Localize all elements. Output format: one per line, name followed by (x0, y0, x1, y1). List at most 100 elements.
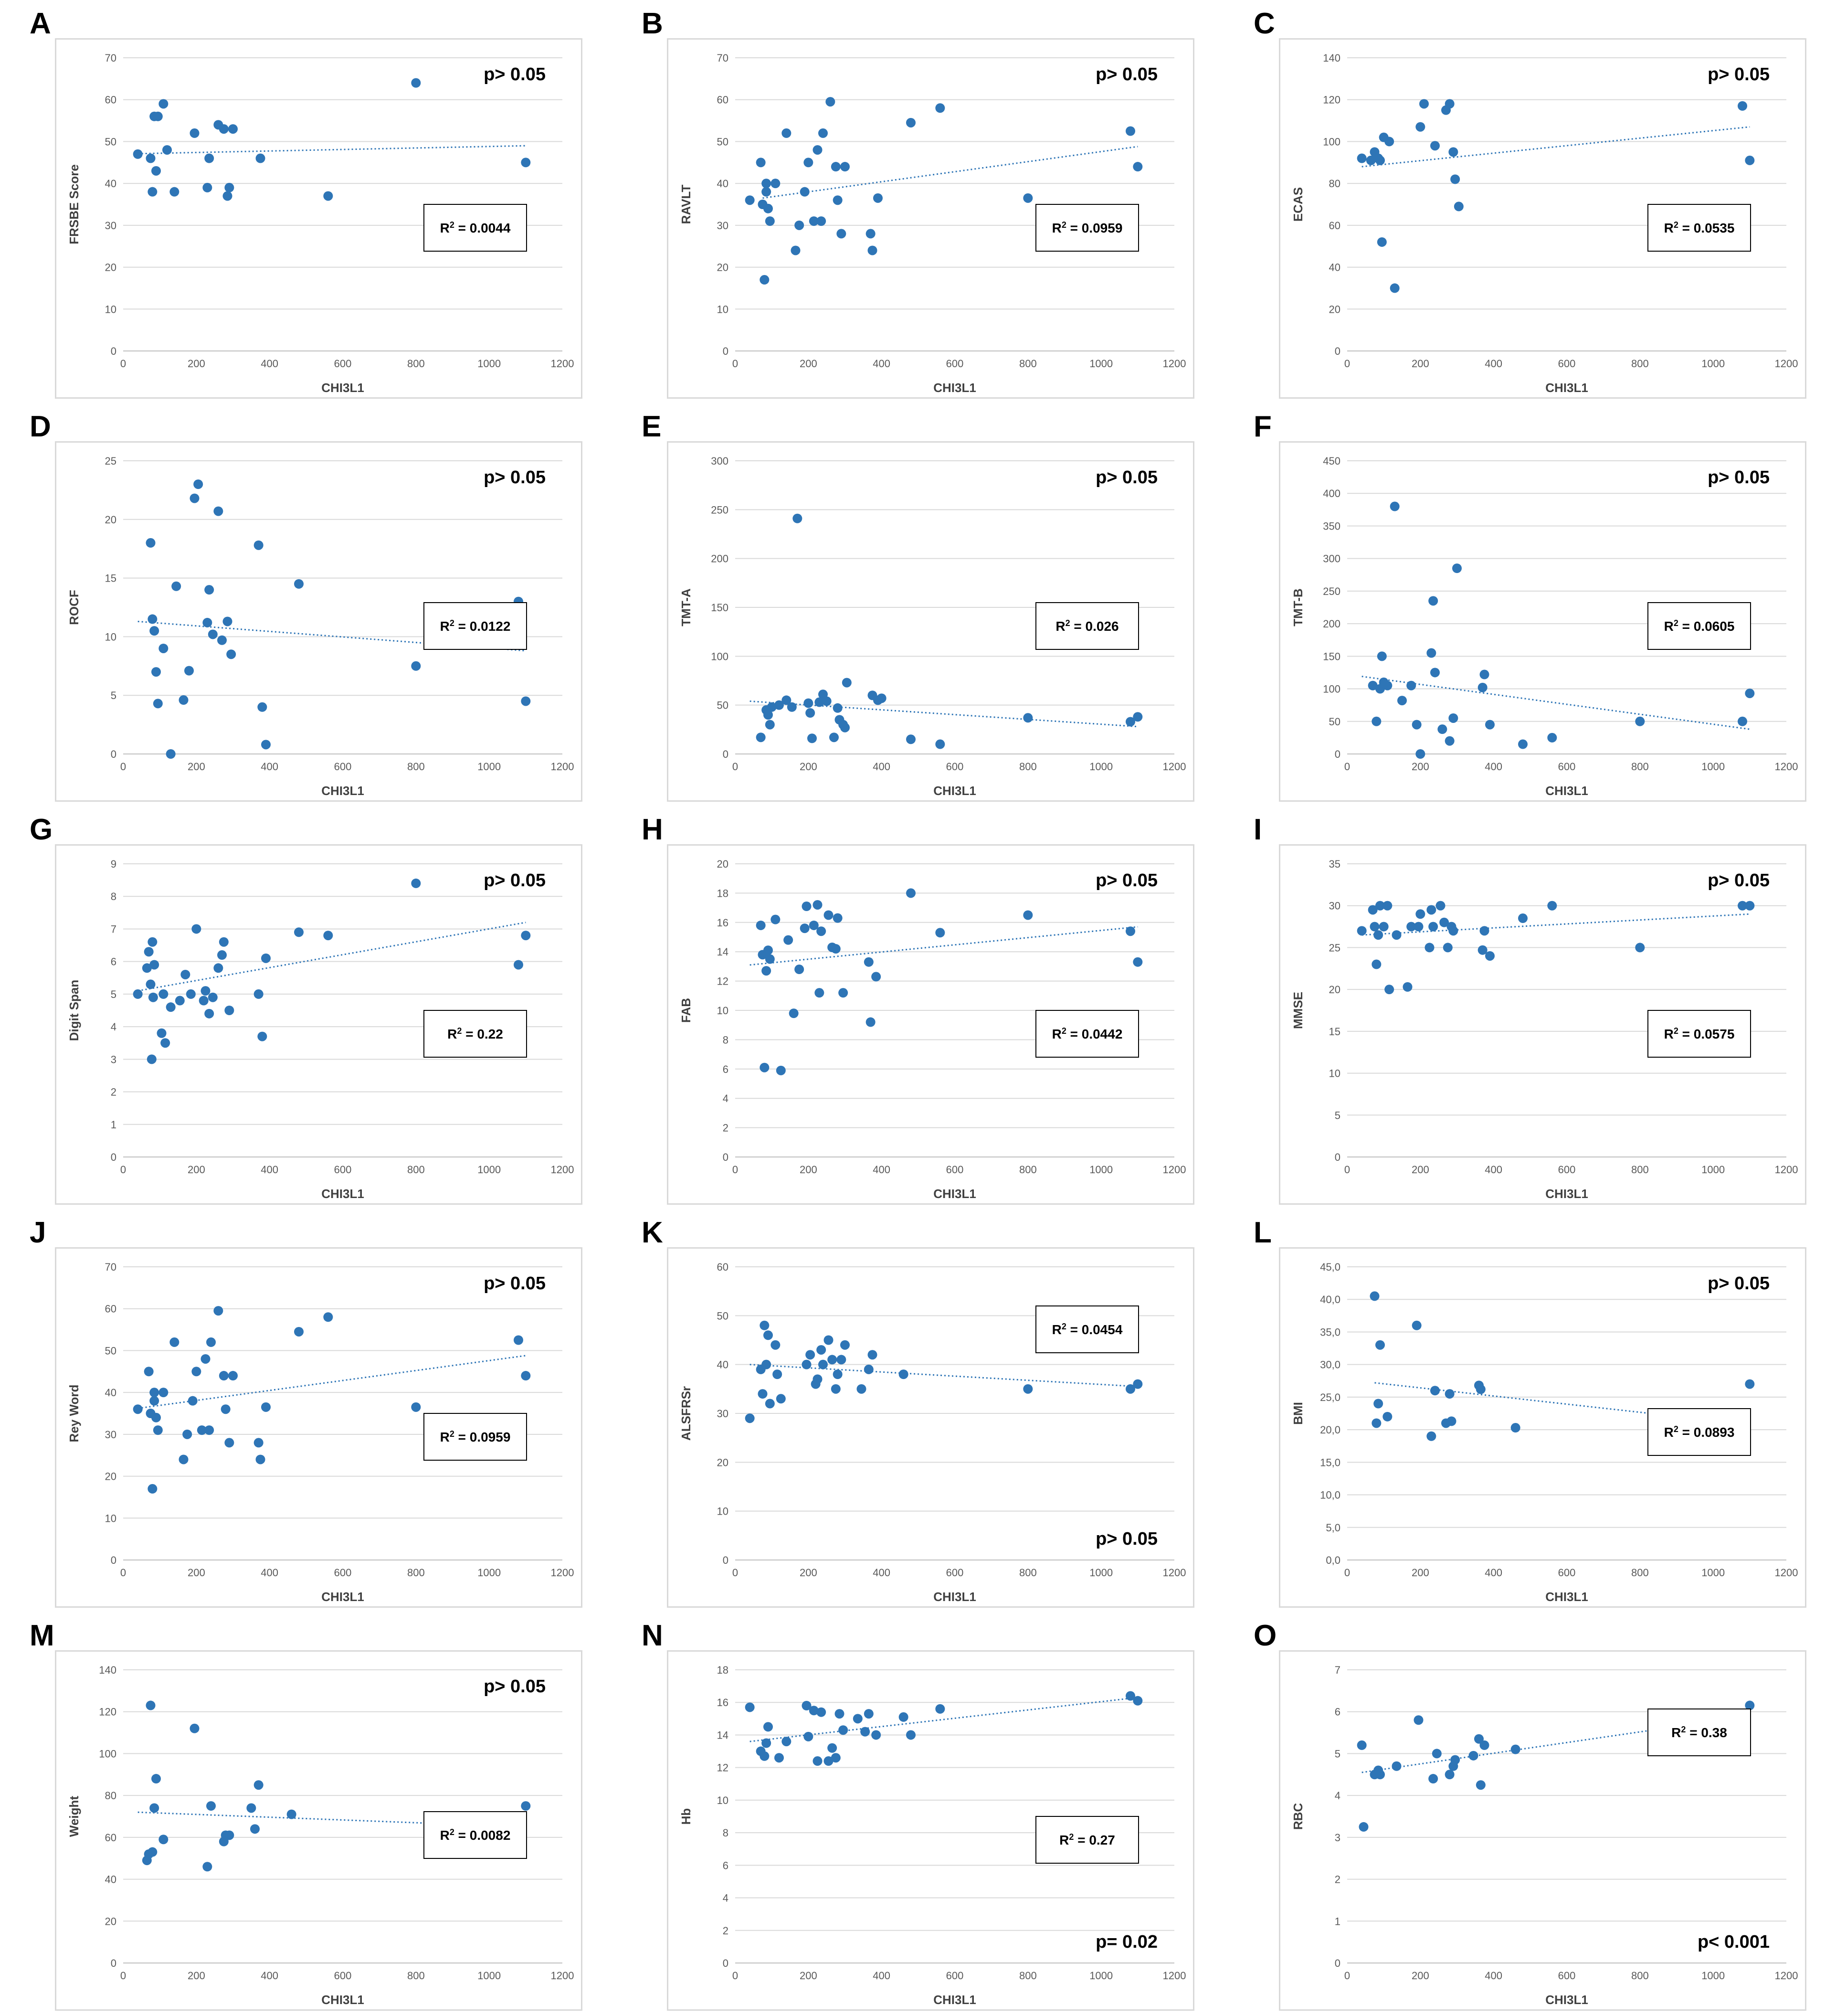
x-tick-label: 800 (407, 1567, 425, 1579)
p-value-label: p< 0.001 (1698, 1932, 1770, 1952)
x-axis-title: CHI3L1 (933, 1187, 976, 1201)
y-tick-label: 30 (717, 220, 728, 232)
r-squared-label: R2 = 0.27 (1059, 1832, 1115, 1847)
y-tick-label: 50 (717, 700, 728, 711)
x-tick-label: 600 (334, 761, 352, 773)
data-point (219, 124, 229, 134)
y-tick-label: 30 (717, 1408, 728, 1420)
panel-letter: G (30, 813, 53, 846)
y-tick-label: 6 (1335, 1706, 1340, 1718)
data-point (1485, 720, 1495, 730)
data-point (1476, 1780, 1486, 1790)
y-tick-label: 6 (111, 956, 116, 968)
data-point (514, 960, 523, 970)
data-point (1477, 945, 1488, 955)
scatter-chart: 0 5 10 15 20 25 0 200 400 600 800 1000 1200 CHI3L1 ROC… (67, 455, 574, 798)
x-tick-label: 400 (261, 1970, 278, 1982)
data-point (213, 506, 223, 516)
data-point (208, 629, 218, 639)
data-point (151, 166, 161, 176)
data-point (906, 117, 916, 127)
r-squared-box (1035, 1816, 1139, 1864)
data-point (825, 97, 835, 107)
data-point (774, 700, 784, 710)
data-point (199, 996, 209, 1006)
x-tick-label: 600 (334, 1970, 352, 1982)
x-axis-title: CHI3L1 (1545, 1590, 1588, 1604)
data-point (805, 1350, 815, 1360)
data-point (149, 1396, 159, 1406)
data-point (860, 1727, 870, 1737)
data-point (1432, 1749, 1442, 1759)
data-point (812, 145, 823, 155)
y-tick-label: 50 (105, 136, 116, 148)
data-point (1547, 732, 1557, 743)
y-tick-label: 10 (105, 1512, 116, 1524)
data-point (935, 928, 945, 938)
data-point (1382, 680, 1393, 690)
y-tick-label: 9 (111, 858, 116, 870)
y-tick-label: 8 (723, 1827, 728, 1839)
trendline (749, 1697, 1138, 1742)
data-point (1406, 922, 1416, 932)
y-tick-label: 7 (111, 923, 116, 935)
y-tick-label: 3 (1335, 1832, 1340, 1844)
x-tick-label: 0 (1344, 1970, 1350, 1982)
data-point (756, 158, 766, 168)
panel-b: B 0 10 20 30 40 50 60 70 0 200 400 600 800 1000 1200 CHI… (612, 0, 1224, 403)
data-point (789, 1008, 799, 1019)
data-point (1445, 99, 1455, 109)
y-tick-label: 200 (711, 553, 728, 565)
y-tick-label: 400 (1323, 488, 1340, 499)
panel-letter: I (1254, 813, 1262, 846)
data-point (1412, 720, 1422, 730)
data-point (823, 1335, 834, 1345)
y-tick-label: 10 (105, 303, 116, 315)
y-axis-title: Digit Span (67, 980, 81, 1041)
y-tick-label: 350 (1323, 520, 1340, 532)
x-tick-label: 200 (188, 1567, 205, 1579)
r-squared-label: R2 = 0.0044 (440, 220, 511, 235)
x-tick-label: 1000 (1089, 358, 1113, 370)
x-tick-label: 1200 (1775, 1164, 1798, 1176)
data-point (219, 937, 229, 947)
data-point (760, 1751, 770, 1761)
y-tick-label: 35,0 (1320, 1326, 1340, 1338)
x-tick-label: 1000 (477, 1567, 501, 1579)
data-point (1415, 749, 1425, 759)
data-point (831, 162, 841, 172)
y-tick-label: 4 (723, 1892, 728, 1904)
data-point (1126, 126, 1135, 136)
data-point (1445, 1770, 1455, 1780)
trendline (749, 926, 1138, 966)
data-point (521, 158, 531, 168)
scatter-chart: 0 20 40 60 80 100 120 140 0 200 400 600 800 1000 1200 C… (67, 1664, 574, 2007)
data-point (149, 960, 159, 970)
data-point (758, 1389, 768, 1399)
panel-o: O 0 1 2 3 4 5 6 7 0 200 400 600 800 1000 1200 CHI3L1 RBC p… (1224, 1612, 1836, 2015)
y-tick-label: 8 (723, 1034, 728, 1046)
x-tick-label: 1000 (1089, 1970, 1113, 1982)
data-point (193, 479, 203, 489)
y-tick-label: 70 (105, 1261, 116, 1273)
y-tick-label: 150 (711, 602, 728, 614)
panel-m: M 0 20 40 60 80 100 120 140 0 200 400 600 800 1000 1200… (0, 1612, 612, 2015)
y-tick-label: 5 (111, 988, 116, 1000)
data-point (521, 696, 531, 706)
panel-letter: D (30, 410, 51, 443)
data-point (836, 1355, 846, 1365)
data-point (772, 1369, 782, 1379)
data-point (1450, 174, 1460, 184)
y-tick-label: 0 (1335, 1957, 1340, 1969)
data-point (1474, 1734, 1484, 1744)
data-point (803, 698, 813, 708)
y-tick-label: 14 (717, 946, 728, 958)
y-tick-label: 60 (1329, 220, 1340, 232)
x-tick-label: 600 (946, 358, 964, 370)
data-point (800, 923, 810, 934)
x-tick-label: 0 (120, 761, 126, 773)
data-point (1377, 651, 1387, 661)
r-squared-label: R2 = 0.0959 (440, 1429, 511, 1444)
data-point (774, 1753, 784, 1763)
data-point (1745, 1379, 1755, 1389)
